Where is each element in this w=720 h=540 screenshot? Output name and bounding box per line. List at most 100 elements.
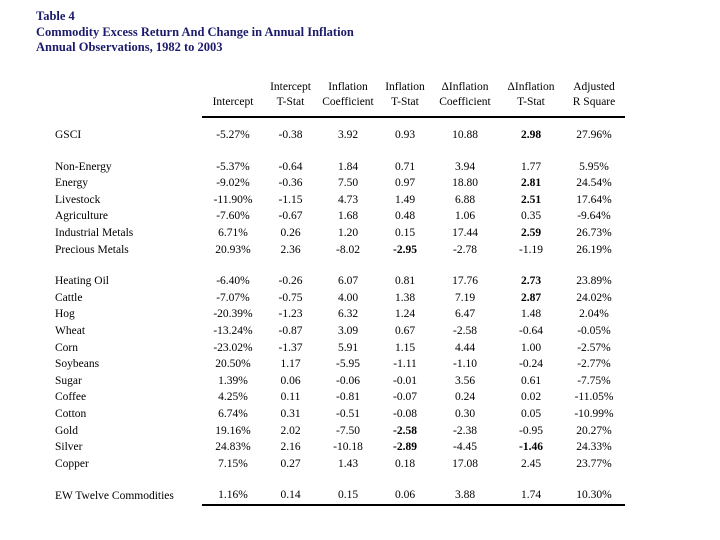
- header-line2: Intercept: [212, 96, 254, 108]
- cell: 20.93%: [215, 243, 251, 256]
- cell: -1.37: [278, 341, 303, 354]
- header-row: Intercept Intercept T-Stat Inflation Coeffic…: [55, 80, 625, 118]
- cell: 4.25%: [218, 391, 248, 404]
- cell: 24.83%: [215, 441, 251, 454]
- spacer-row: [55, 472, 625, 487]
- cell: -2.95: [393, 243, 417, 256]
- cell: -23.02%: [213, 341, 253, 354]
- cell: 2.81: [520, 177, 542, 190]
- cell: -7.75%: [577, 374, 611, 387]
- cell: -0.36: [278, 177, 303, 190]
- cell: 2.02: [280, 424, 301, 437]
- cell: 0.48: [394, 210, 416, 223]
- table-title: Table 4 Commodity Excess Return And Chan…: [36, 9, 354, 56]
- cell: 10.88: [452, 129, 478, 141]
- cell: 7.19: [454, 291, 476, 304]
- row-label: Agriculture: [55, 210, 109, 223]
- cell: 17.64%: [576, 193, 612, 206]
- cell: 0.11: [280, 391, 301, 404]
- cell: 19.16%: [215, 424, 251, 437]
- cell: 3.09: [337, 324, 359, 337]
- row-label: Energy: [55, 177, 89, 190]
- cell: 1.16%: [202, 487, 264, 506]
- cell: 2.59: [520, 226, 542, 239]
- row-label: Sugar: [55, 374, 82, 387]
- cell: -1.23: [278, 308, 303, 321]
- cell: 0.93: [394, 129, 416, 141]
- cell: 1.20: [337, 226, 359, 239]
- cell: -1.19: [519, 243, 543, 256]
- cell: -9.64%: [577, 210, 611, 223]
- cell: -1.46: [519, 441, 543, 454]
- cell: 17.76: [452, 275, 478, 288]
- cell: 6.88: [454, 193, 476, 206]
- table-title-line2: Commodity Excess Return And Change in An…: [36, 24, 354, 39]
- cell: 6.47: [454, 308, 476, 321]
- header-line2: T-Stat: [391, 96, 419, 108]
- header-cell-empty: [55, 80, 202, 117]
- cell: 0.30: [454, 407, 476, 420]
- cell: 0.67: [394, 324, 416, 337]
- header-cell: Intercept T-Stat: [264, 80, 317, 118]
- cell: -0.38: [278, 129, 303, 141]
- header-line2: R Square: [572, 96, 616, 108]
- cell: -7.07%: [216, 291, 250, 304]
- table-row: Wheat -13.24% -0.87 3.09 0.67 -2.58 -0.64 -0.05…: [55, 323, 625, 340]
- cell: -0.75: [278, 291, 303, 304]
- header-line1: [202, 80, 264, 95]
- cell: 1.38: [394, 291, 416, 304]
- cell: -0.81: [336, 391, 360, 404]
- table-row: Gold 19.16% 2.02 -7.50 -2.58 -2.38 -0.95 20.27%: [55, 423, 625, 440]
- cell: 7.15%: [218, 457, 248, 470]
- table-title-line1: Table 4: [36, 9, 75, 23]
- cell: 26.19%: [576, 243, 612, 256]
- cell: 17.44: [452, 226, 478, 239]
- header-line2: T-Stat: [517, 96, 545, 108]
- table-row: GSCI -5.27% -0.38 3.92 0.93 10.88 2.98 27.96%: [55, 127, 625, 144]
- table-row: Non-Energy -5.37% -0.64 1.84 0.71 3.94 1.77 5.9…: [55, 159, 625, 176]
- table-row: Copper 7.15% 0.27 1.43 0.18 17.08 2.45 23.77%: [55, 456, 625, 473]
- table-row: Livestock -11.90% -1.15 4.73 1.49 6.88 2.51 17.…: [55, 192, 625, 209]
- cell: 6.32: [337, 308, 359, 321]
- cell: -0.01: [393, 374, 417, 387]
- cell: -9.02%: [216, 177, 250, 190]
- cell: 20.50%: [215, 358, 251, 371]
- table-row: Energy -9.02% -0.36 7.50 0.97 18.80 2.81 24.54%: [55, 175, 625, 192]
- cell: -10.99%: [574, 407, 614, 420]
- cell: 2.87: [520, 291, 542, 304]
- row-label: GSCI: [55, 129, 82, 141]
- table-body: GSCI -5.27% -0.38 3.92 0.93 10.88 2.98 27.96% No…: [55, 117, 625, 506]
- row-label: Non-Energy: [55, 160, 112, 173]
- cell: -6.40%: [216, 275, 250, 288]
- cell: 18.80: [452, 177, 478, 190]
- row-label: Heating Oil: [55, 275, 109, 288]
- cell: 6.07: [337, 275, 359, 288]
- cell: 1.84: [337, 160, 359, 173]
- header-line1: Inflation: [385, 81, 425, 93]
- cell: 7.50: [337, 177, 359, 190]
- header-line2: Coefficient: [439, 96, 491, 108]
- cell: 2.45: [520, 457, 542, 470]
- cell: 1.39%: [218, 374, 248, 387]
- table-row: Coffee 4.25% 0.11 -0.81 -0.07 0.24 0.02 -11.05%: [55, 389, 625, 406]
- cell: -0.51: [336, 407, 360, 420]
- cell: -1.10: [453, 358, 477, 371]
- spacer-cell: [55, 472, 625, 487]
- table-row: Hog -20.39% -1.23 6.32 1.24 6.47 1.48 2.04%: [55, 306, 625, 323]
- cell: -2.57%: [577, 341, 611, 354]
- cell: -20.39%: [213, 308, 253, 321]
- cell: 2.36: [280, 243, 301, 256]
- header-line1: ΔInflation: [507, 81, 555, 93]
- cell: 23.77%: [576, 457, 612, 470]
- cell: -5.37%: [216, 160, 250, 173]
- row-label: Industrial Metals: [55, 226, 134, 239]
- header-cell: ΔInflation T-Stat: [499, 80, 563, 118]
- row-label: Gold: [55, 424, 78, 437]
- cell: 3.94: [454, 160, 476, 173]
- cell: -2.58: [453, 324, 477, 337]
- row-label: Corn: [55, 341, 78, 354]
- cell: -2.89: [393, 441, 417, 454]
- cell: -2.58: [393, 424, 417, 437]
- cell: 6.71%: [218, 226, 248, 239]
- row-label: Precious Metals: [55, 243, 129, 256]
